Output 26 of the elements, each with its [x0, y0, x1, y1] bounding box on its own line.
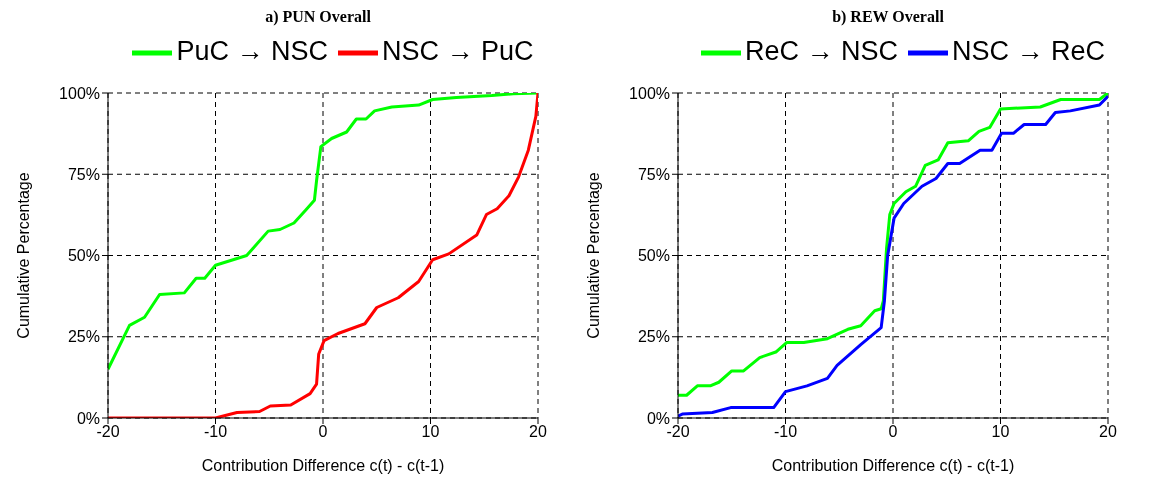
y-tick-label: 100%: [629, 84, 670, 102]
x-tick-label: 20: [1099, 423, 1117, 441]
y-tick-label: 75%: [637, 165, 670, 183]
x-tick-label: 10: [421, 423, 440, 441]
y-tick-label: 100%: [59, 84, 100, 102]
x-tick-label: -10: [203, 423, 228, 441]
legend-label: NSC → ReC: [952, 36, 1106, 67]
y-tick-label: 50%: [67, 247, 100, 265]
legend-label: PuC → NSC: [176, 36, 328, 67]
y-axis-title: Cumulative Percentage: [584, 172, 602, 339]
x-tick-label: 0: [888, 423, 898, 441]
y-tick-label: 75%: [67, 165, 100, 183]
x-tick-label: -10: [773, 423, 798, 441]
y-tick-label: 50%: [637, 247, 670, 265]
x-tick-label: 10: [991, 423, 1010, 441]
legend-label: NSC → PuC: [382, 36, 534, 67]
x-tick-label: 0: [318, 423, 328, 441]
y-axis-title: Cumulative Percentage: [14, 172, 32, 339]
x-axis-title: Contribution Difference c(t) - c(t-1): [201, 457, 445, 474]
chart-title: a) PUN Overall: [264, 8, 372, 27]
x-axis-title: Contribution Difference c(t) - c(t-1): [771, 457, 1015, 474]
x-tick-label: 20: [529, 423, 547, 441]
legend-label: ReC → NSC: [744, 36, 898, 67]
y-tick-label: 25%: [67, 328, 100, 346]
y-tick-label: 25%: [637, 328, 670, 346]
chart-title: b) REW Overall: [831, 8, 945, 28]
